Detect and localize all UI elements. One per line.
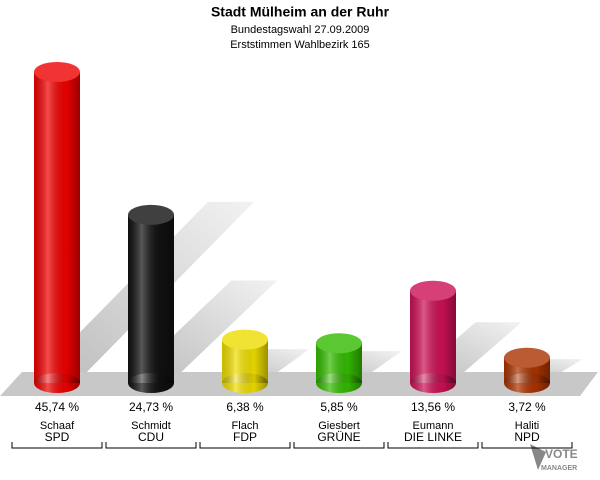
bar-top-highlight [222, 329, 268, 350]
value-label: 13,56 % [411, 400, 455, 414]
bar-top [316, 333, 362, 354]
x-tick-label: Schmidt [131, 420, 171, 432]
bar-top-highlight [316, 333, 362, 354]
party-label: SPD [45, 430, 70, 444]
value-label: 6,38 % [226, 400, 264, 414]
bar-top [410, 280, 456, 301]
bracket [387, 442, 479, 449]
party-label: CDU [138, 430, 164, 444]
party-label: FDP [233, 430, 257, 444]
bracket [11, 442, 103, 449]
logo-text: VOTE [545, 447, 578, 461]
x-tick-label: Flach [232, 420, 259, 432]
bracket [481, 442, 573, 449]
logo-subtext: MANAGER [541, 465, 577, 472]
party-label: DIE LINKE [404, 430, 462, 444]
chart-title: Stadt Mülheim an der Ruhr [211, 4, 390, 20]
party-label: GRÜNE [317, 430, 360, 444]
logo: VOTE MANAGER [530, 444, 578, 472]
bracket [293, 442, 385, 449]
value-label: 3,72 % [508, 400, 546, 414]
bar-shading [34, 71, 80, 383]
bar-shading [128, 214, 174, 383]
x-tick-label: Giesbert [318, 420, 360, 432]
bracket [199, 442, 291, 449]
bar-top-highlight [504, 347, 550, 368]
bar-top [34, 61, 80, 82]
bar-top [504, 347, 550, 368]
bar-top-highlight [410, 280, 456, 301]
x-tick-label: Schaaf [40, 420, 75, 432]
bar-top [128, 204, 174, 225]
chart-subtitle: Bundestagswahl 27.09.2009 [231, 24, 370, 36]
value-label: 5,85 % [320, 400, 358, 414]
bar-top-highlight [128, 204, 174, 225]
value-label: 45,74 % [35, 400, 79, 414]
x-tick-label: Eumann [413, 420, 454, 432]
bar-top [222, 329, 268, 350]
x-tick-label: Haliti [515, 420, 539, 432]
party-label: NPD [514, 430, 540, 444]
value-label: 24,73 % [129, 400, 173, 414]
bar-top-highlight [34, 61, 80, 82]
bracket [105, 442, 197, 449]
logo-mark [530, 444, 546, 470]
bar-shading [410, 290, 456, 383]
chart-subtitle: Erststimmen Wahlbezirk 165 [230, 39, 370, 51]
